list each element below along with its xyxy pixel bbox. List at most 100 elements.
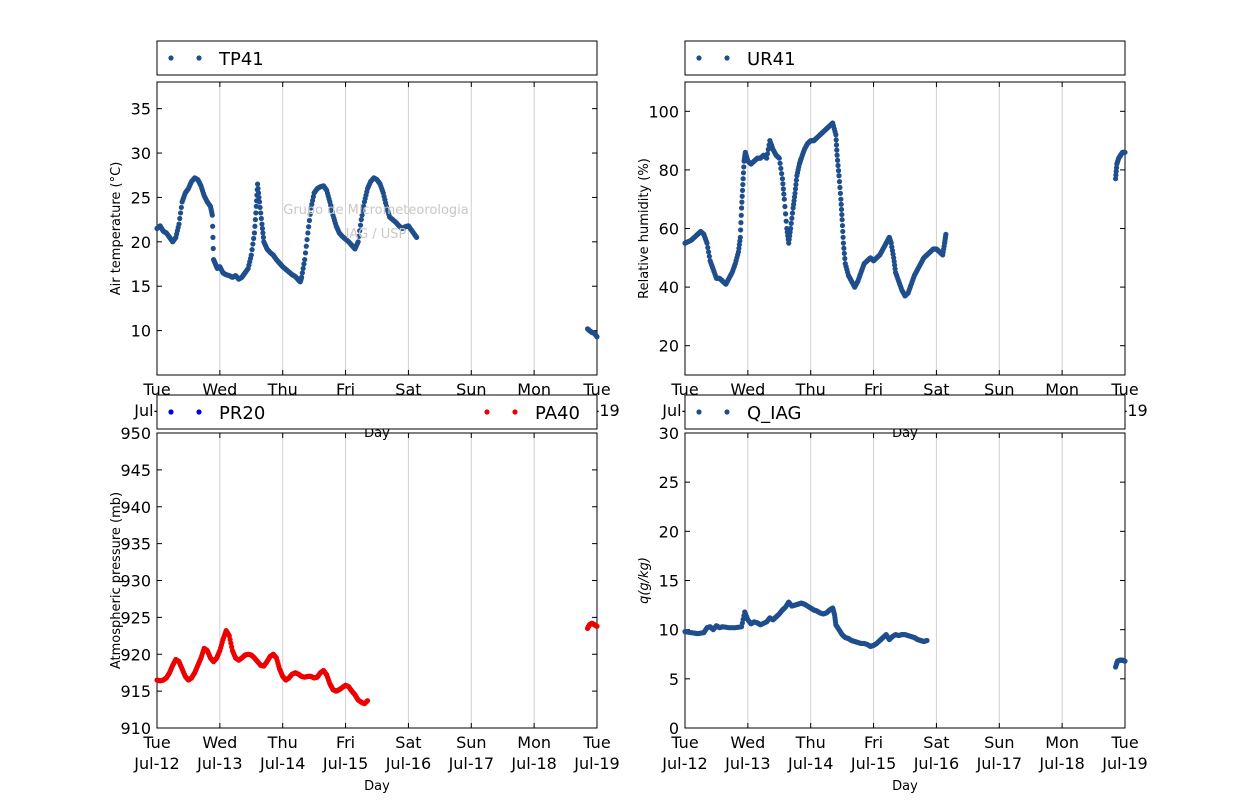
data-point — [306, 217, 313, 224]
legend-marker — [484, 409, 490, 415]
y-axis-label: Atmospheric pressure (mb) — [109, 492, 124, 669]
data-point — [777, 160, 783, 166]
data-point — [838, 201, 844, 207]
data-point — [704, 240, 710, 246]
x-tick-weekday: Fri — [336, 733, 355, 752]
data-point — [738, 220, 744, 226]
data-point — [780, 181, 786, 187]
data-point — [594, 334, 600, 340]
data-point — [259, 225, 266, 232]
data-point — [209, 212, 215, 218]
x-tick-weekday: Sat — [923, 380, 949, 399]
data-point — [835, 162, 841, 169]
x-tick-date: Jul-12 — [661, 754, 707, 773]
y-tick-label: 935 — [120, 535, 151, 554]
x-tick-weekday: Thu — [267, 733, 298, 752]
data-point — [176, 221, 182, 227]
x-tick-date: Jul-15 — [322, 754, 368, 773]
y-tick-label: 930 — [120, 572, 151, 591]
y-axis-label: Relative humidity (%) — [637, 158, 652, 299]
x-tick-weekday: Sun — [984, 380, 1014, 399]
y-tick-label: 15 — [659, 572, 679, 591]
data-point — [741, 164, 747, 170]
y-tick-label: 25 — [131, 188, 151, 207]
y-tick-label: 35 — [131, 100, 151, 119]
x-tick-weekday: Mon — [517, 380, 551, 399]
legend-box — [684, 394, 1126, 430]
x-tick-date: Jul-14 — [787, 754, 833, 773]
data-point — [764, 155, 770, 161]
y-tick-label: 5 — [669, 670, 679, 689]
legend-box — [684, 40, 1126, 76]
x-tick-weekday: Mon — [1045, 380, 1079, 399]
data-point — [840, 240, 847, 246]
data-point — [1122, 149, 1128, 155]
x-tick-date: Jul-18 — [510, 754, 556, 773]
data-point — [177, 210, 184, 216]
data-point — [839, 222, 846, 229]
data-point — [834, 157, 841, 163]
y-tick-label: 20 — [659, 522, 679, 541]
data-point — [260, 230, 266, 236]
x-tick-date: Jul-18 — [1038, 754, 1084, 773]
data-point — [834, 152, 840, 158]
x-tick-weekday: Fri — [864, 380, 883, 399]
data-point — [249, 246, 255, 253]
data-point — [740, 181, 746, 188]
data-point — [298, 274, 305, 280]
data-point — [1122, 658, 1128, 664]
data-point — [305, 230, 311, 236]
y-tick-label: 80 — [659, 161, 679, 180]
data-point — [306, 224, 312, 230]
data-point — [781, 196, 787, 202]
y-tick-label: 925 — [120, 608, 151, 627]
data-point — [705, 249, 712, 255]
y-tick-label: 30 — [131, 144, 151, 163]
data-point — [838, 196, 844, 202]
y-tick-label: 15 — [131, 277, 151, 296]
legend-marker — [724, 55, 730, 61]
data-point — [841, 250, 847, 257]
data-point — [255, 185, 261, 192]
legend-label: Q_IAG — [747, 403, 801, 424]
x-tick-weekday: Sun — [456, 733, 486, 752]
legend-box — [156, 394, 598, 430]
data-point — [364, 698, 371, 704]
x-axis-label: Day — [364, 779, 390, 794]
x-tick-date: Jul-19 — [1101, 754, 1147, 773]
y-tick-label: 10 — [131, 322, 151, 341]
data-point — [302, 250, 309, 256]
y-tick-label: 920 — [120, 645, 151, 664]
data-point — [842, 255, 848, 262]
data-point — [251, 235, 257, 242]
data-point — [792, 186, 799, 192]
data-point — [783, 218, 789, 224]
data-point — [258, 215, 264, 222]
x-tick-weekday: Tue — [582, 380, 610, 399]
y-tick-label: 945 — [120, 461, 151, 480]
data-point — [739, 187, 746, 194]
watermark-line1: Grupo de Micrometeorologia — [283, 203, 469, 218]
x-tick-weekday: Sun — [984, 733, 1014, 752]
data-point — [737, 234, 743, 240]
data-point — [782, 211, 789, 217]
data-point — [781, 191, 787, 197]
x-tick-date: Jul-16 — [385, 754, 431, 773]
y-tick-label: 915 — [120, 682, 151, 701]
data-point — [250, 241, 256, 247]
y-tick-label: 10 — [659, 621, 679, 640]
y-tick-label: 20 — [131, 233, 151, 252]
data-point — [303, 243, 309, 249]
y-tick-label: 950 — [120, 424, 151, 443]
x-tick-weekday: Tue — [582, 733, 610, 752]
data-point — [357, 222, 364, 228]
data-point — [301, 261, 307, 267]
data-point — [251, 230, 258, 236]
y-tick-label: 910 — [120, 719, 151, 738]
data-point — [840, 228, 846, 235]
data-point — [257, 204, 263, 211]
x-tick-weekday: Thu — [267, 380, 298, 399]
legend-label: PR20 — [219, 403, 265, 424]
x-tick-weekday: Tue — [670, 380, 698, 399]
